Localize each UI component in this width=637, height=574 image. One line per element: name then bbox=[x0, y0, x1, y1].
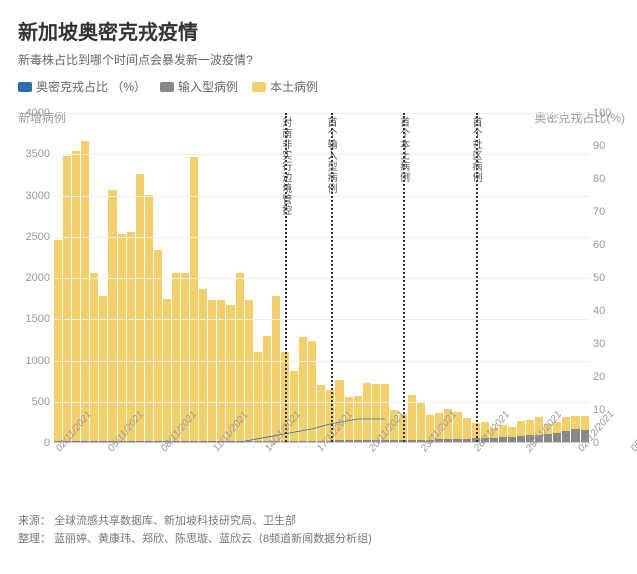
y-tick-left: 1000 bbox=[18, 355, 50, 367]
legend-item: 本土病例 bbox=[252, 78, 318, 95]
grid-line bbox=[54, 237, 589, 238]
legend-label: 输入型病例 bbox=[178, 78, 238, 95]
chart-area: 0500100015002000250030003500400001020304… bbox=[54, 113, 589, 443]
chart-title: 新加坡奥密克戎疫情 bbox=[18, 16, 625, 45]
legend-item: 输入型病例 bbox=[160, 78, 238, 95]
y-tick-left: 2500 bbox=[18, 231, 50, 243]
bar-local bbox=[263, 336, 271, 441]
bar-local bbox=[272, 296, 280, 441]
y-tick-left: 3500 bbox=[18, 148, 50, 160]
annotation-label: 对南非实行边境管控 bbox=[278, 117, 293, 216]
y-tick-left: 2000 bbox=[18, 272, 50, 284]
bar-local bbox=[108, 190, 116, 441]
y-tick-right: 40 bbox=[593, 305, 621, 317]
grid-line bbox=[54, 113, 589, 114]
y-tick-right: 60 bbox=[593, 239, 621, 251]
grid-line bbox=[54, 154, 589, 155]
annotation-label: 首个社区病例 bbox=[468, 117, 483, 183]
bar-local bbox=[72, 151, 80, 441]
source-label: 来源： bbox=[18, 515, 51, 527]
x-axis: 02/11/202105/11/202108/11/202111/11/2021… bbox=[54, 447, 589, 507]
y-tick-right: 100 bbox=[593, 107, 621, 119]
y-tick-left: 3000 bbox=[18, 190, 50, 202]
bar-local bbox=[63, 156, 71, 441]
y-tick-left: 500 bbox=[18, 396, 50, 408]
y-tick-right: 90 bbox=[593, 140, 621, 152]
bar-local bbox=[172, 273, 180, 441]
grid-line bbox=[54, 402, 589, 403]
legend-label: 本土病例 bbox=[270, 78, 318, 95]
footer: 来源： 全球流感共享数据库、新加坡科技研究局、卫生部 整理： 蓝丽婷、黄康玮、郑… bbox=[18, 513, 625, 548]
credit-label: 整理： bbox=[18, 533, 51, 545]
bar-local bbox=[54, 240, 62, 442]
y-tick-right: 50 bbox=[593, 272, 621, 284]
legend-swatch bbox=[252, 82, 266, 92]
bar-local bbox=[208, 300, 216, 441]
grid-line bbox=[54, 278, 589, 279]
annotation-label: 首个输入型病例 bbox=[323, 117, 338, 194]
chart-container: 新加坡奥密克戎疫情 新毒株占比到哪个时间点会暴发新一波疫情? 奥密克戎占比 （%… bbox=[0, 0, 637, 560]
annotation-label: 首个本土病例 bbox=[396, 117, 411, 183]
chart-subtitle: 新毒株占比到哪个时间点会暴发新一波疫情? bbox=[18, 51, 625, 68]
y-tick-right: 80 bbox=[593, 173, 621, 185]
y-tick-right: 70 bbox=[593, 206, 621, 218]
bar-local bbox=[118, 234, 126, 441]
legend-label: 奥密克戎占比 （%） bbox=[36, 78, 146, 95]
y-tick-left: 0 bbox=[18, 437, 50, 449]
bar-local bbox=[81, 141, 89, 441]
bar-local bbox=[190, 157, 198, 442]
legend: 奥密克戎占比 （%） 输入型病例 本土病例 bbox=[18, 78, 625, 95]
grid-line bbox=[54, 196, 589, 197]
grid-line bbox=[54, 319, 589, 320]
legend-item: 奥密克戎占比 （%） bbox=[18, 78, 146, 95]
axes-wrap: 新增病例 奥密克戎占比(%) 0500100015002000250030003… bbox=[18, 113, 625, 507]
y-tick-right: 30 bbox=[593, 338, 621, 350]
grid-line bbox=[54, 361, 589, 362]
legend-swatch bbox=[18, 82, 32, 92]
y-tick-right: 20 bbox=[593, 371, 621, 383]
y-tick-left: 1500 bbox=[18, 313, 50, 325]
bar-local bbox=[145, 195, 153, 442]
source-value: 全球流感共享数据库、新加坡科技研究局、卫生部 bbox=[54, 515, 296, 527]
legend-swatch bbox=[160, 82, 174, 92]
credit-value: 蓝丽婷、黄康玮、郑欣、陈思璇、蓝欣云（8频道新闻数据分析组) bbox=[54, 533, 372, 545]
y-tick-left: 4000 bbox=[18, 107, 50, 119]
bar-local bbox=[99, 296, 107, 441]
bar-local bbox=[217, 300, 225, 441]
bar-local bbox=[127, 232, 135, 441]
bar-local bbox=[581, 416, 589, 430]
